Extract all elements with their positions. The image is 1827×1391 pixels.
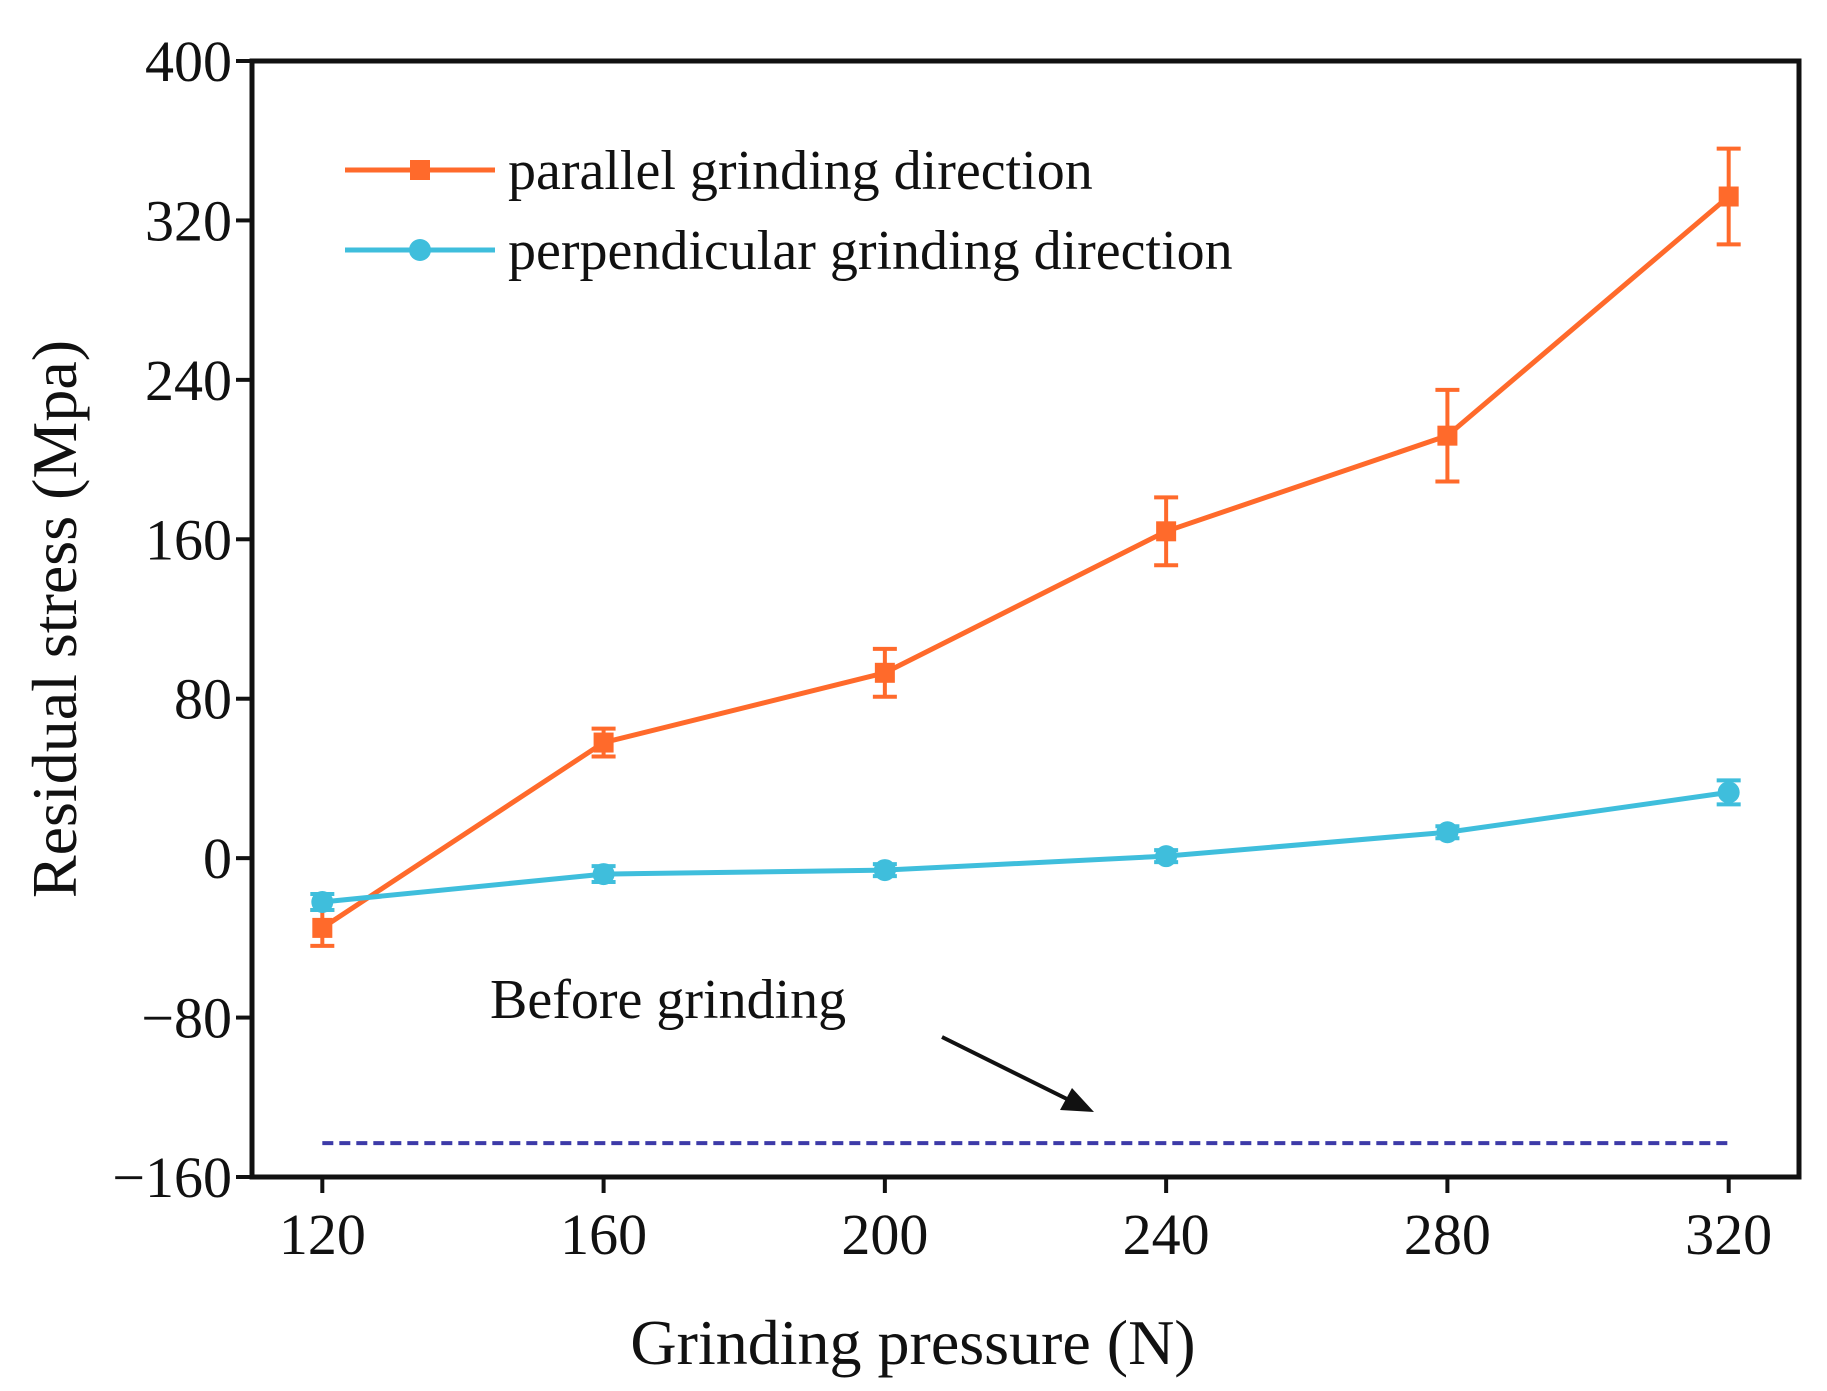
x-axis-title: Grinding pressure (N) <box>630 1307 1195 1378</box>
legend-label: perpendicular grinding direction <box>508 220 1233 282</box>
y-tick-label: 400 <box>145 29 232 94</box>
data-point <box>1718 186 1739 207</box>
legend-marker <box>409 239 431 261</box>
y-axis-title: Residual stress (Mpa) <box>19 340 90 898</box>
data-point <box>592 863 615 886</box>
y-tick-label: −80 <box>141 986 232 1051</box>
data-point <box>593 732 614 753</box>
x-tick-label: 160 <box>560 1202 647 1267</box>
x-tick-label: 200 <box>841 1202 928 1267</box>
plot-frame <box>249 58 1802 1180</box>
data-point <box>1436 821 1459 844</box>
y-tick-label: 160 <box>145 507 232 572</box>
series-line <box>320 194 1731 930</box>
data-point <box>874 662 895 683</box>
y-tick-label: 80 <box>174 667 232 732</box>
y-tick-label: 0 <box>203 826 232 891</box>
data-point <box>1155 845 1178 868</box>
y-tick-label: 320 <box>145 188 232 253</box>
y-tick-label: 240 <box>145 348 232 413</box>
x-tick-label: 240 <box>1123 1202 1210 1267</box>
before-grinding-annotation: Before grinding <box>490 969 846 1031</box>
data-point <box>873 859 896 882</box>
series-parallel <box>310 146 1741 948</box>
data-point <box>1156 521 1177 542</box>
x-tick-label: 120 <box>279 1202 366 1267</box>
data-point <box>1717 781 1740 804</box>
data-point <box>312 917 333 938</box>
series-perpendicular <box>310 778 1741 913</box>
legend-marker <box>410 160 430 180</box>
legend: parallel grinding direction perpendicular… <box>345 140 1233 282</box>
annotation-arrow <box>941 1035 1094 1112</box>
legend-label: parallel grinding direction <box>508 140 1093 202</box>
x-tick-label: 320 <box>1685 1202 1772 1267</box>
x-tick-label: 280 <box>1404 1202 1491 1267</box>
series-layer <box>310 146 1741 948</box>
data-point <box>311 890 334 913</box>
data-point <box>1437 425 1458 446</box>
series-line <box>322 789 1730 905</box>
axes-layer: 120 160 200 240 280 320 400 320 240 160 80 0 −80 −160 <box>112 29 1772 1267</box>
y-tick-label: −160 <box>112 1145 232 1210</box>
